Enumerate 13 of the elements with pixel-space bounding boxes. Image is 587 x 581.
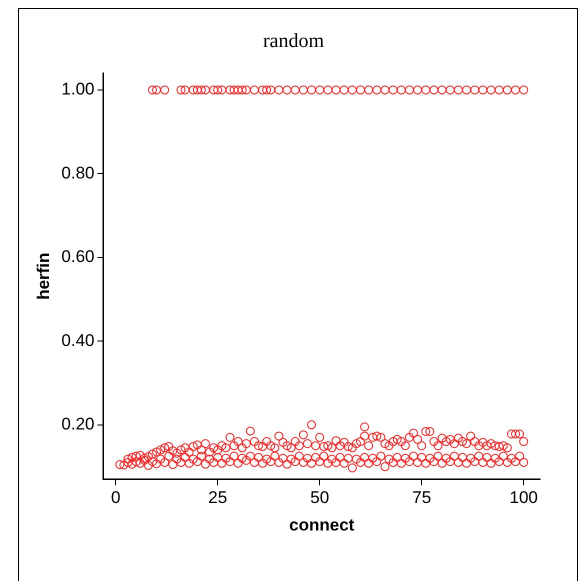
x-tick-label: 0 bbox=[110, 488, 120, 508]
y-tick-label: 0.20 bbox=[61, 414, 94, 434]
y-tick-label: 0.80 bbox=[61, 163, 94, 182]
x-axis-title: connect bbox=[289, 515, 355, 534]
y-tick-label: 1.00 bbox=[61, 80, 94, 99]
y-tick-label: 0.60 bbox=[61, 247, 94, 266]
y-axis-title: herfin bbox=[34, 252, 53, 300]
y-tick-label: 0.40 bbox=[61, 330, 94, 350]
x-tick-label: 75 bbox=[412, 488, 432, 508]
chart-title: random bbox=[262, 30, 326, 53]
x-tick-label: 100 bbox=[509, 488, 538, 508]
x-tick-label: 50 bbox=[310, 488, 330, 508]
x-tick-label: 25 bbox=[208, 488, 228, 508]
